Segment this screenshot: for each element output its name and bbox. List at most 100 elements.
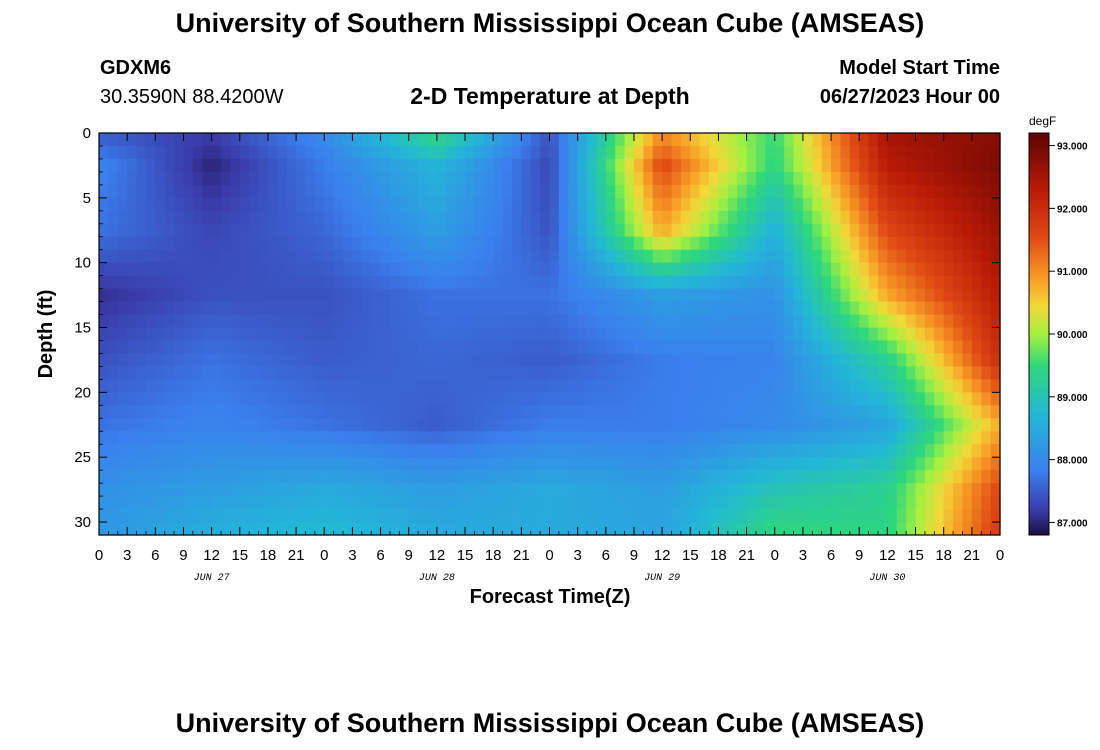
heatmap-cell — [568, 340, 579, 355]
heatmap-cell — [802, 522, 813, 536]
heatmap-cell — [718, 301, 729, 316]
heatmap-cell — [455, 249, 466, 264]
heatmap-cell — [577, 301, 588, 316]
heatmap-cell — [737, 275, 748, 290]
heatmap-cell — [990, 158, 1001, 173]
heatmap-cell — [258, 392, 269, 406]
heatmap-cell — [502, 418, 513, 432]
heatmap-cell — [192, 431, 203, 445]
heatmap-cell — [155, 158, 166, 173]
heatmap-cell — [849, 262, 860, 277]
heatmap-cell — [389, 145, 400, 160]
heatmap-cell — [371, 496, 382, 510]
heatmap-cell — [859, 171, 870, 186]
heatmap-cell — [145, 301, 156, 316]
heatmap-cell — [352, 366, 363, 380]
heatmap-cell — [924, 431, 935, 445]
heatmap-cell — [399, 158, 410, 173]
heatmap-cell — [943, 158, 954, 173]
heatmap-cell — [774, 327, 785, 342]
heatmap-cell — [924, 145, 935, 160]
heatmap-cell — [127, 210, 138, 225]
heatmap-cell — [202, 158, 213, 173]
heatmap-cell — [221, 392, 231, 406]
heatmap-cell — [136, 353, 147, 368]
heatmap-cell — [493, 327, 504, 342]
heatmap-cell — [652, 210, 663, 225]
heatmap-cell — [380, 314, 391, 329]
heatmap-cell — [812, 314, 823, 329]
heatmap-cell — [896, 145, 907, 160]
heatmap-cell — [962, 223, 973, 238]
heatmap-cell — [662, 223, 673, 238]
heatmap-cell — [577, 431, 588, 445]
heatmap-cell — [474, 288, 485, 303]
heatmap-cell — [221, 366, 231, 380]
heatmap-cell — [990, 444, 1001, 458]
heatmap-cell — [343, 275, 354, 290]
heatmap-cell — [455, 444, 466, 458]
heatmap-cell — [249, 314, 260, 329]
heatmap-cell — [718, 288, 729, 303]
heatmap-cell — [643, 275, 654, 290]
heatmap-cell — [831, 340, 842, 355]
heatmap-cell — [690, 496, 701, 510]
heatmap-cell — [502, 184, 513, 199]
heatmap-cell — [549, 522, 560, 536]
colorbar-tick-label: 91.000 — [1057, 267, 1088, 278]
heatmap-cell — [587, 340, 598, 355]
heatmap-cell — [127, 418, 138, 432]
heatmap-cell — [943, 327, 954, 342]
heatmap-cell — [371, 483, 382, 497]
heatmap-cell — [680, 418, 691, 432]
heatmap-cell — [164, 236, 175, 251]
heatmap-cell — [436, 509, 447, 523]
heatmap-cell — [155, 509, 166, 523]
heatmap-cell — [174, 392, 185, 406]
heatmap-cell — [286, 496, 297, 510]
heatmap-cell — [652, 431, 663, 445]
heatmap-cell — [333, 418, 344, 432]
heatmap-cell — [277, 340, 288, 355]
heatmap-cell — [859, 197, 870, 212]
heatmap-cell — [230, 392, 241, 406]
heatmap-cell — [521, 496, 532, 510]
heatmap-cell — [483, 184, 494, 199]
heatmap-cell — [108, 158, 119, 173]
heatmap-cell — [971, 366, 982, 380]
heatmap-cell — [267, 184, 278, 199]
heatmap-cell — [127, 145, 138, 160]
heatmap-cell — [868, 133, 879, 147]
heatmap-cell — [643, 496, 654, 510]
heatmap-cell — [202, 379, 213, 393]
heatmap-cell — [680, 145, 691, 160]
heatmap-cell — [174, 262, 185, 277]
heatmap-cell — [587, 184, 598, 199]
heatmap-cell — [352, 327, 363, 342]
heatmap-cell — [605, 145, 616, 160]
heatmap-cell — [652, 327, 663, 342]
heatmap-cell — [727, 457, 738, 471]
heatmap-cell — [174, 509, 185, 523]
heatmap-cell — [502, 470, 513, 484]
heatmap-cell — [605, 457, 616, 471]
heatmap-cell — [361, 314, 372, 329]
heatmap-cell — [418, 431, 429, 445]
heatmap-cell — [831, 470, 842, 484]
heatmap-cell — [305, 301, 316, 316]
heatmap-cell — [324, 262, 335, 277]
heatmap-cell — [990, 418, 1001, 432]
heatmap-cell — [624, 457, 635, 471]
heatmap-cell — [314, 301, 325, 316]
heatmap-cell — [765, 197, 776, 212]
heatmap-cell — [483, 275, 494, 290]
heatmap-cell — [249, 353, 260, 368]
heatmap-cell — [352, 431, 363, 445]
heatmap-cell — [389, 509, 400, 523]
heatmap-cell — [343, 223, 354, 238]
heatmap-cell — [361, 262, 372, 277]
heatmap-cell — [530, 418, 541, 432]
heatmap-cell — [418, 470, 429, 484]
heatmap-cell — [427, 145, 438, 160]
heatmap-cell — [408, 418, 419, 432]
